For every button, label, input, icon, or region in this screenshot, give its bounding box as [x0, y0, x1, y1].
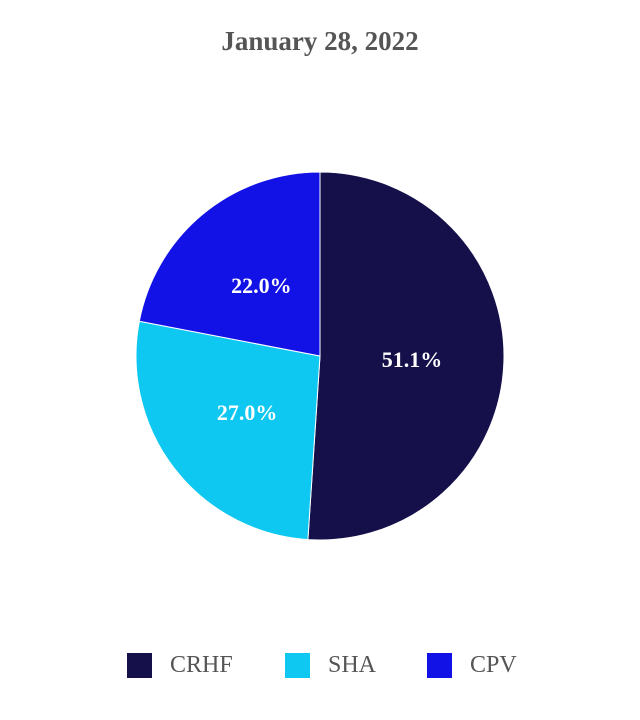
- legend-label-cpv: CPV: [470, 651, 517, 678]
- pie-label-crhf: 51.1%: [382, 347, 443, 372]
- legend-item-crhf: CRHF: [127, 648, 233, 682]
- legend-swatch-sha: [285, 652, 310, 678]
- pie-label-sha: 27.0%: [217, 400, 278, 425]
- legend-item-cpv: CPV: [427, 648, 517, 682]
- legend-label-crhf: CRHF: [170, 651, 233, 678]
- chart-title: January 28, 2022: [221, 26, 419, 56]
- legend-swatch-cpv: [427, 652, 452, 678]
- legend-item-sha: SHA: [285, 648, 376, 682]
- legend-swatch-crhf: [127, 652, 152, 678]
- legend-label-sha: SHA: [328, 651, 377, 678]
- pie-label-cpv: 22.0%: [231, 273, 292, 298]
- pie-slice-sha: [135, 320, 321, 541]
- pie-slice-cpv: [138, 171, 321, 357]
- pie-slice-crhf: [307, 171, 505, 541]
